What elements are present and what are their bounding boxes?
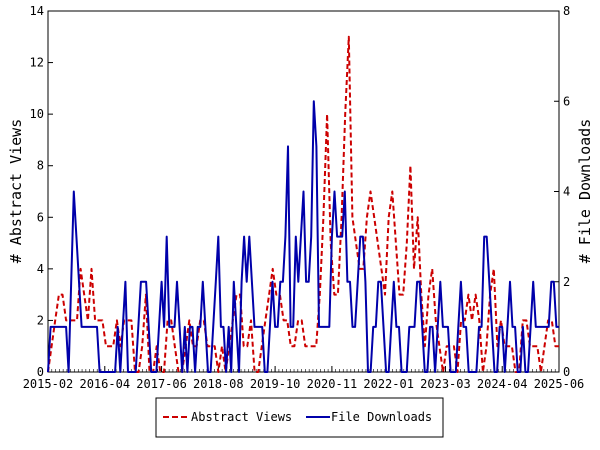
x-tick-label: 2024-04 (477, 377, 528, 391)
x-tick-label: 2022-01 (363, 377, 414, 391)
right-y-tick-label: 8 (563, 4, 570, 18)
left-y-tick-label: 12 (30, 56, 44, 70)
left-y-tick-label: 8 (37, 159, 44, 173)
right-y-tick-label: 0 (563, 365, 570, 379)
x-tick-label: 2025-06 (534, 377, 585, 391)
left-y-tick-label: 14 (30, 4, 44, 18)
right-axis-title: # File Downloads (576, 119, 594, 264)
left-y-tick-label: 6 (37, 210, 44, 224)
x-tick-label: 2018-08 (193, 377, 244, 391)
right-y-tick-label: 4 (563, 185, 570, 199)
legend-box (155, 397, 444, 438)
left-y-axis: 0 2 4 6 8 10 12 14 (30, 4, 53, 379)
left-y-tick-label: 4 (37, 262, 44, 276)
file-downloads-line (47, 100, 559, 373)
right-y-tick-label: 2 (563, 275, 570, 289)
abstract-views-line (47, 35, 559, 373)
right-y-axis: 0 2 4 6 8 (554, 4, 570, 379)
left-y-tick-label: 10 (30, 107, 44, 121)
x-tick-label: 2023-03 (420, 377, 471, 391)
x-tick-label: 2020-11 (307, 377, 358, 391)
left-axis-title: # Abstract Views (7, 119, 25, 264)
right-y-tick-label: 6 (563, 94, 570, 108)
legend: Abstract Views File Downloads (155, 397, 444, 438)
x-tick-label: 2016-04 (79, 377, 130, 391)
left-y-tick-label: 2 (37, 313, 44, 327)
legend-views-label: Abstract Views (191, 410, 292, 424)
legend-downloads-label: File Downloads (331, 410, 432, 424)
x-tick-label: 2017-06 (136, 377, 187, 391)
x-tick-label: 2015-02 (23, 377, 74, 391)
left-y-tick-label: 0 (37, 365, 44, 379)
x-tick-label: 2019-10 (250, 377, 301, 391)
series-layer (47, 35, 559, 373)
